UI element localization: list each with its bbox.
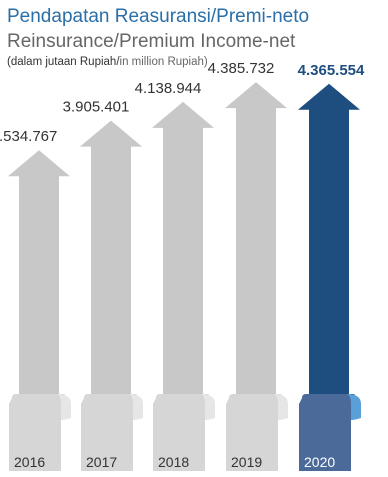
year-tag-2017 (81, 394, 137, 471)
year-label-2018: 2018 (158, 454, 189, 470)
arrow-2017 (80, 120, 142, 398)
year-tag-2016 (9, 394, 65, 471)
year-tag-2019 (226, 394, 282, 471)
arrow-2019 (225, 82, 287, 398)
value-label-2017: 3.905.401 (63, 99, 130, 116)
year-tag-curl-2017 (129, 394, 143, 420)
value-label-2019: 4.385.732 (208, 60, 275, 77)
unit-note: (dalam jutaan Rupiah/in million Rupiah) (7, 56, 208, 68)
arrow-2016 (8, 150, 70, 398)
value-label-2020: 4.365.554 (298, 62, 365, 79)
year-tag-2020 (299, 394, 355, 471)
unit-note-en: in million Rupiah) (119, 56, 208, 68)
chart-title: Pendapatan Reasuransi/Premi-neto (7, 6, 310, 27)
year-label-2019: 2019 (231, 454, 262, 470)
year-label-2020: 2020 (304, 454, 335, 470)
year-tag-curl-2018 (201, 394, 215, 420)
year-tag-2018 (153, 394, 209, 471)
value-label-2016: 3.534.767 (0, 128, 57, 145)
value-label-2018: 4.138.944 (135, 80, 202, 97)
chart-subtitle: Reinsurance/Premium Income-net (7, 31, 296, 52)
year-label-2017: 2017 (86, 454, 117, 470)
arrow-2020 (298, 83, 360, 398)
year-tag-curl-2020 (347, 394, 361, 420)
year-tag-curl-2016 (57, 394, 71, 420)
arrow-2018 (152, 101, 214, 398)
unit-note-id: (dalam jutaan Rupiah/ (7, 56, 120, 68)
year-tag-curl-2019 (274, 394, 288, 420)
year-label-2016: 2016 (14, 454, 45, 470)
